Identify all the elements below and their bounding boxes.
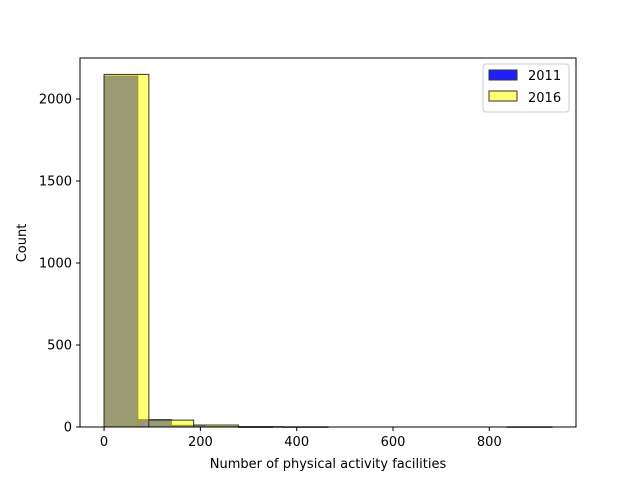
y-tick-label: 1500 [39,175,72,190]
x-tick-label: 600 [381,435,406,450]
x-tick-label: 200 [188,435,213,450]
x-tick-label: 0 [100,435,108,450]
axis-ticks: 0 200 400 600 800 0 500 1000 1500 2000 [39,93,502,451]
legend: 2011 2016 [482,63,570,113]
plot-frame [79,57,577,428]
legend-swatch-2016 [488,90,518,102]
x-tick-label: 800 [477,435,502,450]
y-axis-label: Count [15,224,30,263]
x-axis-label: Number of physical activity facilities [210,457,447,472]
x-tick-label: 400 [284,435,309,450]
bars-2016 [103,73,553,428]
y-tick-label: 2000 [39,93,72,108]
legend-label-2016: 2016 [528,91,561,106]
y-tick-label: 0 [64,421,72,436]
bar-2016-bin-1 [148,419,195,428]
legend-swatch-2011 [488,69,518,81]
y-tick-label: 1000 [39,257,72,272]
legend-label-2011: 2011 [528,69,561,84]
bar-2016-bin-0 [103,73,150,428]
y-tick-label: 500 [47,339,72,354]
